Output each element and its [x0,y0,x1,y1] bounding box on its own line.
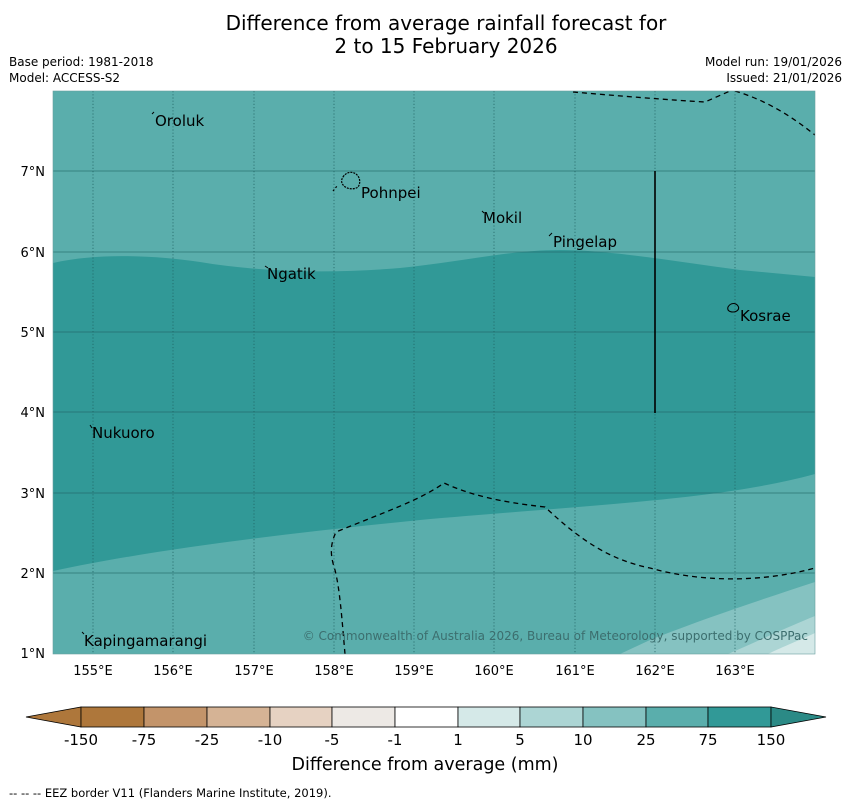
lat-tick-6: 6°N [21,246,46,261]
cb-label-3: -10 [258,731,283,749]
kosrae-island-outline [727,302,740,313]
lon-tick-163: 163°E [715,664,755,679]
lon-tick-156: 156°E [153,664,193,679]
place-oroluk: Oroluk [155,112,204,130]
lon-tick-159: 159°E [394,664,434,679]
cb-label-11: 150 [757,731,786,749]
place-nukuoro: Nukuoro [92,424,155,442]
band-25-75 [53,250,815,571]
cb-label-0: -150 [64,731,98,749]
colorbar-title: Difference from average (mm) [291,755,559,775]
lon-tick-155: 155°E [73,664,113,679]
model-run: Model run: 19/01/2026 [704,55,842,69]
colorbar-swatch-3 [269,706,333,728]
cb-label-4: -5 [325,731,340,749]
band-5-10 [620,582,815,654]
base-period: Base period: 1981-2018 [9,55,154,69]
colorbar-swatch-2 [206,706,271,728]
map-title: Difference from average rainfall forecas… [0,12,850,58]
copyright-notice: © Commonwealth of Australia 2026, Bureau… [303,629,808,643]
meta-left: Base period: 1981-2018 Model: ACCESS-S2 [9,54,154,86]
title-line-2: 2 to 15 February 2026 [334,34,558,58]
colorbar-arrow-low [25,706,82,728]
model-name: Model: ACCESS-S2 [9,71,121,85]
lat-tick-7: 7°N [21,165,46,180]
lon-tick-160: 160°E [474,664,514,679]
title-line-1: Difference from average rainfall forecas… [225,11,667,35]
band-neutral [768,633,815,654]
eez-borders [330,91,815,654]
place-ngatik: Ngatik [267,265,316,283]
cb-label-1: -75 [132,731,157,749]
place-mokil: Mokil [483,209,522,227]
lat-tick-4: 4°N [21,406,46,421]
colorbar-swatch-1 [143,706,208,728]
lon-tick-157: 157°E [234,664,274,679]
map-frame [52,90,816,655]
pohnpei-island-outline [341,171,361,190]
cb-label-8: 10 [573,731,592,749]
cb-label-2: -25 [195,731,220,749]
cb-label-5: -1 [388,731,403,749]
eez-south-border [330,482,815,654]
lat-tick-2: 2°N [21,567,46,582]
lon-tick-158: 158°E [314,664,354,679]
issued-date: Issued: 21/01/2026 [726,71,842,85]
place-labels: Oroluk Pohnpei Mokil Pingelap Ngatik Kos… [84,112,791,650]
colorbar-swatch-7 [519,706,584,728]
colorbar-swatch-5 [394,706,459,728]
place-pingelap: Pingelap [553,233,617,251]
latitude-ticks: 7°N 6°N 5°N 4°N 3°N 2°N 1°N [21,165,46,662]
colorbar-swatch-9 [645,706,709,728]
eez-pohnpei-segment [332,185,338,192]
meta-right: Model run: 19/01/2026 Issued: 21/01/2026 [705,54,842,86]
place-kosrae: Kosrae [740,307,791,325]
place-kapingamarangi: Kapingamarangi [84,632,207,650]
colorbar-swatch-4 [331,706,396,728]
lon-tick-162: 162°E [635,664,675,679]
eez-footnote: -- -- -- EEZ border V11 (Flanders Marine… [9,786,332,800]
colorbar-swatch-6 [457,706,521,728]
lon-tick-161: 161°E [555,664,595,679]
map-fill [53,91,815,654]
cb-label-7: 5 [515,731,525,749]
colorbar-swatch-0 [80,706,145,728]
colorbar-swatch-10 [707,706,772,728]
lat-tick-1: 1°N [21,647,46,662]
cb-label-9: 25 [636,731,655,749]
eez-northeast-border [734,91,815,136]
colorbar-labels: -150 -75 -25 -10 -5 -1 1 5 10 25 75 150 [64,731,785,749]
colorbar-swatch-8 [582,706,647,728]
place-pohnpei: Pohnpei [361,184,421,202]
lat-tick-3: 3°N [21,487,46,502]
grid-latitudes [53,170,815,574]
cb-label-10: 75 [698,731,717,749]
colorbar: -150 -75 -25 -10 -5 -1 1 5 10 25 75 150 [25,706,827,749]
atoll-marks [81,111,553,635]
lat-tick-5: 5°N [21,326,46,341]
longitude-ticks: 155°E 156°E 157°E 158°E 159°E 160°E 161°… [73,664,755,679]
colorbar-arrow-high [770,706,827,728]
cb-label-6: 1 [453,731,463,749]
eez-north-border [572,91,731,103]
